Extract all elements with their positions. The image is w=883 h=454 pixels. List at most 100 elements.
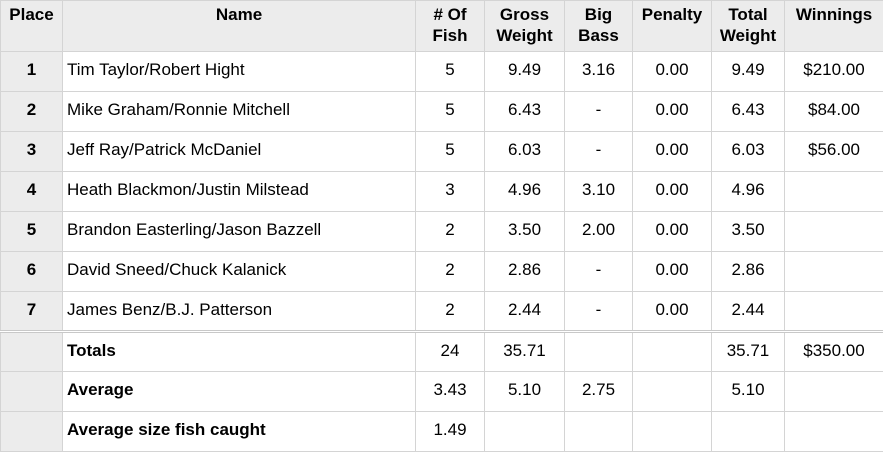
big-bass-cell: - [564, 131, 633, 172]
table-row: 4 Heath Blackmon/Justin Milstead 3 4.96 3.10… [0, 171, 883, 212]
gross-cell: 9.49 [484, 51, 565, 92]
place-cell [0, 330, 63, 372]
winnings-cell [784, 171, 883, 212]
winnings-cell [784, 211, 883, 252]
summary-row: Totals 24 35.71 35.71 $350.00 [0, 330, 883, 372]
big-bass-cell: - [564, 91, 633, 132]
fish-cell: 3.43 [415, 371, 485, 412]
total-cell: 35.71 [711, 330, 785, 372]
total-cell: 2.44 [711, 291, 785, 332]
penalty-cell: 0.00 [632, 211, 712, 252]
penalty-cell: 0.00 [632, 171, 712, 212]
header-place: Place [0, 0, 63, 52]
name-cell: Jeff Ray/Patrick McDaniel [62, 131, 416, 172]
summary-row: Average size fish caught 1.49 [0, 411, 883, 452]
table-row: 5 Brandon Easterling/Jason Bazzell 2 3.50 2.… [0, 211, 883, 252]
winnings-cell [784, 411, 883, 452]
table-row: 2 Mike Graham/Ronnie Mitchell 5 6.43-0.00 6.… [0, 91, 883, 132]
total-cell: 6.43 [711, 91, 785, 132]
total-cell: 5.10 [711, 371, 785, 412]
table-row: 7 James Benz/B.J. Patterson 2 2.44-0.00 2.44 [0, 291, 883, 332]
table-row: 6 David Sneed/Chuck Kalanick 2 2.86-0.00 2.8… [0, 251, 883, 292]
place-cell: 1 [0, 51, 63, 92]
total-cell [711, 411, 785, 452]
name-cell: Mike Graham/Ronnie Mitchell [62, 91, 416, 132]
big-bass-cell [564, 411, 633, 452]
fish-cell: 5 [415, 131, 485, 172]
name-cell: Brandon Easterling/Jason Bazzell [62, 211, 416, 252]
total-cell: 6.03 [711, 131, 785, 172]
gross-cell: 6.43 [484, 91, 565, 132]
penalty-cell [632, 330, 712, 372]
header-fish: # Of Fish [415, 0, 485, 52]
fish-cell: 2 [415, 211, 485, 252]
penalty-cell: 0.00 [632, 51, 712, 92]
total-cell: 4.96 [711, 171, 785, 212]
name-cell: James Benz/B.J. Patterson [62, 291, 416, 332]
penalty-cell: 0.00 [632, 291, 712, 332]
gross-cell: 5.10 [484, 371, 565, 412]
header-big-bass: Big Bass [564, 0, 633, 52]
big-bass-cell: 2.00 [564, 211, 633, 252]
header-row: Place Name # Of Fish Gross Weight Big Ba… [0, 0, 883, 52]
winnings-cell [784, 371, 883, 412]
place-cell: 5 [0, 211, 63, 252]
fish-cell: 1.49 [415, 411, 485, 452]
winnings-cell: $210.00 [784, 51, 883, 92]
name-cell: David Sneed/Chuck Kalanick [62, 251, 416, 292]
big-bass-cell: 3.10 [564, 171, 633, 212]
gross-cell [484, 411, 565, 452]
total-cell: 9.49 [711, 51, 785, 92]
winnings-cell [784, 251, 883, 292]
table-row: 1 Tim Taylor/Robert Hight 5 9.49 3.16 0.00 9.4… [0, 51, 883, 92]
header-gross-weight: Gross Weight [484, 0, 565, 52]
penalty-cell: 0.00 [632, 131, 712, 172]
penalty-cell [632, 371, 712, 412]
total-cell: 2.86 [711, 251, 785, 292]
place-cell: 2 [0, 91, 63, 132]
header-total-weight: Total Weight [711, 0, 785, 52]
header-penalty: Penalty [632, 0, 712, 52]
winnings-cell: $56.00 [784, 131, 883, 172]
summary-label: Average size fish caught [62, 411, 416, 452]
summary-label: Average [62, 371, 416, 412]
gross-cell: 2.44 [484, 291, 565, 332]
gross-cell: 2.86 [484, 251, 565, 292]
winnings-cell: $350.00 [784, 330, 883, 372]
penalty-cell: 0.00 [632, 251, 712, 292]
summary-label: Totals [62, 330, 416, 372]
gross-cell: 6.03 [484, 131, 565, 172]
big-bass-cell [564, 330, 633, 372]
fish-cell: 3 [415, 171, 485, 212]
place-cell: 4 [0, 171, 63, 212]
place-cell [0, 371, 63, 412]
gross-cell: 4.96 [484, 171, 565, 212]
header-winnings: Winnings [784, 0, 883, 52]
big-bass-cell: 3.16 [564, 51, 633, 92]
big-bass-cell: - [564, 251, 633, 292]
fish-cell: 2 [415, 251, 485, 292]
place-cell [0, 411, 63, 452]
penalty-cell: 0.00 [632, 91, 712, 132]
winnings-cell: $84.00 [784, 91, 883, 132]
winnings-cell [784, 291, 883, 332]
header-name: Name [62, 0, 416, 52]
place-cell: 7 [0, 291, 63, 332]
name-cell: Tim Taylor/Robert Hight [62, 51, 416, 92]
penalty-cell [632, 411, 712, 452]
fish-cell: 24 [415, 330, 485, 372]
table-row: 3 Jeff Ray/Patrick McDaniel 5 6.03-0.00 6.03… [0, 131, 883, 172]
name-cell: Heath Blackmon/Justin Milstead [62, 171, 416, 212]
fish-cell: 5 [415, 91, 485, 132]
fish-cell: 2 [415, 291, 485, 332]
fish-cell: 5 [415, 51, 485, 92]
place-cell: 3 [0, 131, 63, 172]
big-bass-cell: - [564, 291, 633, 332]
total-cell: 3.50 [711, 211, 785, 252]
summary-row: Average 3.43 5.10 2.75 5.10 [0, 371, 883, 412]
gross-cell: 3.50 [484, 211, 565, 252]
place-cell: 6 [0, 251, 63, 292]
gross-cell: 35.71 [484, 330, 565, 372]
big-bass-cell: 2.75 [564, 371, 633, 412]
